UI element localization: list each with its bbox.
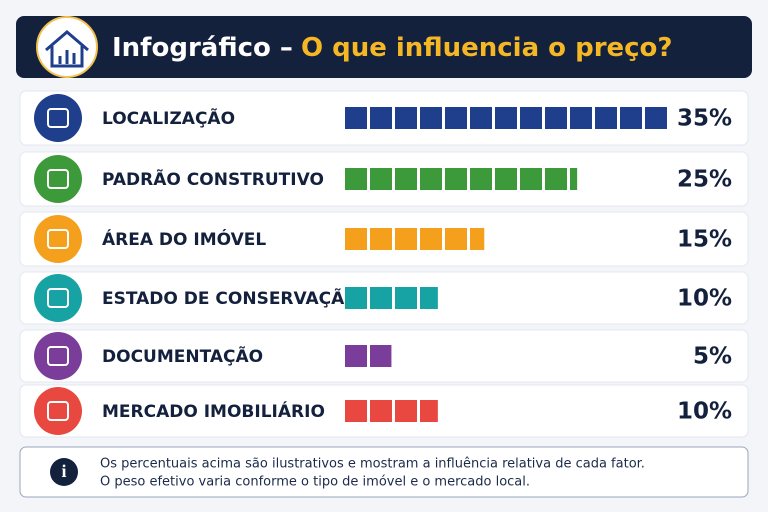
icon-glyph bbox=[47, 288, 69, 308]
bar bbox=[345, 287, 438, 309]
bar bbox=[345, 228, 485, 250]
note-line: O peso efetivo varia conforme o tipo de … bbox=[100, 475, 530, 490]
bar bbox=[345, 345, 392, 367]
bar bbox=[345, 400, 438, 422]
row-icon bbox=[34, 215, 82, 263]
header bbox=[16, 16, 752, 78]
title: Infográfico – O que influencia o preço? bbox=[112, 33, 673, 63]
icon-glyph bbox=[47, 229, 69, 249]
icon-glyph bbox=[47, 401, 69, 421]
title-prefix: Infográfico – bbox=[112, 33, 293, 63]
category-label: MERCADO IMOBILIÁRIO bbox=[102, 400, 325, 422]
bar bbox=[345, 168, 578, 190]
value-label: 35% bbox=[677, 106, 732, 132]
category-label: DOCUMENTAÇÃO bbox=[102, 344, 263, 367]
value-label: 25% bbox=[677, 167, 732, 193]
title-main: O que influencia o preço? bbox=[301, 33, 673, 63]
header-icon bbox=[36, 16, 98, 78]
category-label: PADRÃO CONSTRUTIVO bbox=[102, 167, 324, 190]
value-label: 10% bbox=[677, 286, 732, 312]
value-label: 5% bbox=[693, 344, 732, 370]
bar bbox=[345, 107, 670, 129]
row-icon bbox=[34, 387, 82, 435]
row-icon bbox=[34, 332, 82, 380]
value-label: 10% bbox=[677, 399, 732, 425]
info-glyph: i bbox=[61, 461, 66, 481]
icon-glyph bbox=[47, 169, 69, 189]
house-icon bbox=[45, 30, 89, 68]
icon-glyph bbox=[47, 346, 69, 366]
icon-glyph bbox=[47, 108, 69, 128]
note-box bbox=[19, 446, 749, 498]
note-line: Os percentuais acima são ilustrativos e … bbox=[100, 457, 645, 472]
row-icon bbox=[34, 155, 82, 203]
value-label: 15% bbox=[677, 227, 732, 253]
row-icon bbox=[34, 274, 82, 322]
row-icon bbox=[34, 94, 82, 142]
category-label: ESTADO DE CONSERVAÇÃO bbox=[102, 286, 359, 309]
info-icon bbox=[50, 458, 78, 486]
category-label: ÁREA DO IMÓVEL bbox=[102, 228, 266, 250]
category-label: LOCALIZAÇÃO bbox=[102, 106, 235, 129]
